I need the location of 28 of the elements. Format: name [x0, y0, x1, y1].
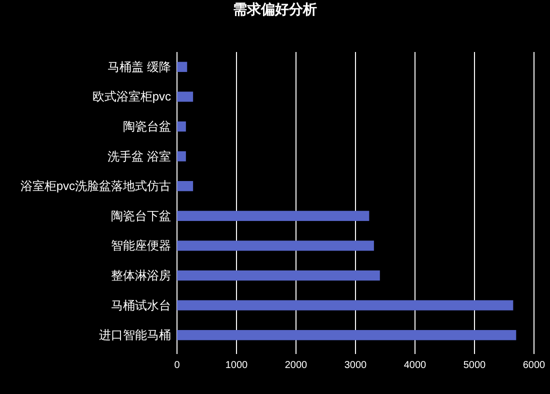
y-tick-label: 马桶盖 缓降: [108, 60, 171, 74]
y-tick-label: 陶瓷台下盆: [111, 208, 171, 223]
bar: [177, 330, 516, 340]
bar: [177, 151, 186, 162]
x-tick-label: 6000: [522, 360, 546, 371]
x-tick-label: 2000: [284, 360, 308, 371]
chart-title: 需求偏好分析: [233, 1, 317, 17]
y-tick-label: 洗手盆 浴室: [108, 149, 171, 164]
bar: [177, 240, 374, 251]
bar: [177, 181, 194, 192]
y-tick-label: 智能座便器: [111, 238, 171, 253]
x-tick-label: 5000: [463, 360, 486, 371]
bar: [177, 92, 194, 102]
bar: [177, 121, 186, 132]
bar: [177, 270, 380, 281]
y-tick-label: 陶瓷台盆: [123, 120, 171, 134]
x-tick-label: 3000: [344, 360, 368, 371]
y-tick-label: 进口智能马桶: [99, 328, 171, 342]
bar: [177, 300, 514, 310]
bar: [177, 210, 370, 221]
y-tick-label: 马桶试水台: [111, 298, 171, 312]
x-tick-label: 4000: [404, 360, 427, 371]
x-tick-label: 0: [174, 360, 180, 371]
y-tick-label: 欧式浴室柜pvc: [92, 90, 171, 104]
bar: [177, 62, 188, 72]
y-tick-label: 整体淋浴房: [111, 268, 171, 282]
y-tick-label: 浴室柜pvc洗脸盆落地式仿古: [20, 179, 171, 194]
x-tick-label: 1000: [225, 360, 248, 371]
